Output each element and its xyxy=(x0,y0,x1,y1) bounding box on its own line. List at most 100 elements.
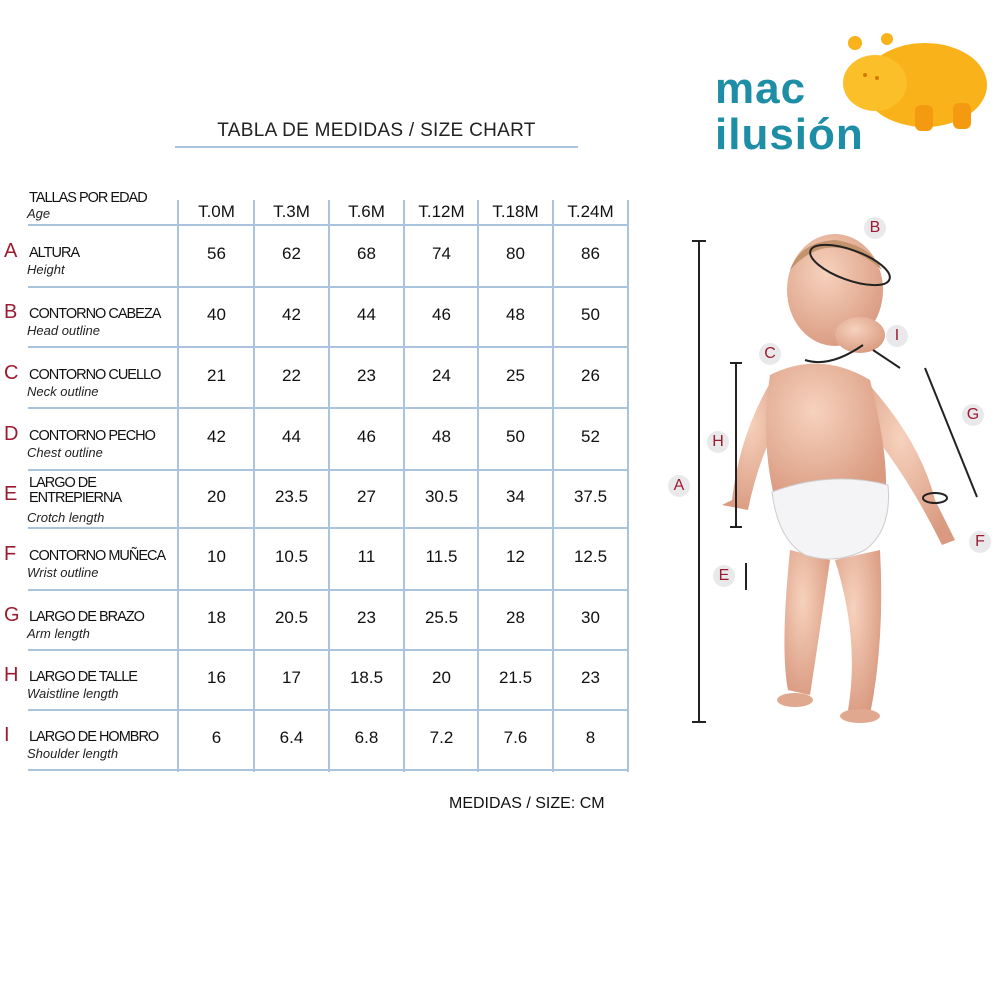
table-row: B CONTORNO CABEZA Head outline 40 42 44 46 48 50 xyxy=(0,287,640,348)
table-cell: 24 xyxy=(432,365,451,385)
table-cell: 37.5 xyxy=(573,487,608,506)
table-cell: 23 xyxy=(581,668,600,687)
size-header: T.18M xyxy=(492,202,539,221)
size-header: T.3M xyxy=(273,202,310,221)
row-label: CONTORNO MUÑECA xyxy=(29,548,166,564)
column-divider xyxy=(177,200,179,772)
row-label: LARGO DE ENTREPIERNA xyxy=(29,475,122,506)
table-cell: 28 xyxy=(506,608,525,627)
row-label-en: Shoulder length xyxy=(27,746,119,761)
measurement-marker: E xyxy=(713,565,735,587)
table-cell: 18.5 xyxy=(349,668,384,687)
row-divider xyxy=(28,224,628,226)
header-label-en: Age xyxy=(27,206,51,221)
measurement-marker: A xyxy=(668,475,690,497)
table-cell: 34 xyxy=(506,487,525,506)
column-divider xyxy=(552,200,554,772)
table-row: I LARGO DE HOMBRO Shoulder length 6 6.4 6.8 7.… xyxy=(0,710,640,771)
measurement-marker: G xyxy=(962,404,984,426)
table-cell: 46 xyxy=(432,305,451,324)
column-divider xyxy=(477,200,479,772)
row-label: LARGO DE HOMBRO xyxy=(29,729,159,745)
row-label-en: Wrist outline xyxy=(27,565,99,580)
table-cell: 20 xyxy=(432,668,451,687)
table-cell: 62 xyxy=(282,244,301,263)
row-letter: F xyxy=(4,543,17,565)
hippo-mascot-icon xyxy=(843,33,987,131)
row-label: LARGO DE TALLE xyxy=(29,669,138,685)
table-cell: 42 xyxy=(207,427,226,446)
page-title: TABLA DE MEDIDAS / SIZE CHART xyxy=(217,120,536,141)
table-cell: 6.8 xyxy=(354,728,379,747)
baby-measurement-diagram: A B C E F G H I xyxy=(660,200,1000,760)
table-cell: 7.2 xyxy=(429,728,454,747)
row-label: ALTURA xyxy=(29,245,80,261)
table-row: D CONTORNO PECHO Chest outline 42 44 46 48 50 52 xyxy=(0,408,640,471)
row-label: CONTORNO CABEZA xyxy=(29,306,161,322)
row-letter: G xyxy=(4,604,20,626)
table-cell: 20 xyxy=(207,487,226,506)
table-cell: 80 xyxy=(506,244,525,263)
table-row: G LARGO DE BRAZO Arm length 18 20.5 23 25.5 28 3… xyxy=(0,590,640,651)
table-row: A ALTURA Height 56 62 68 74 80 86 xyxy=(0,225,640,288)
table-row: C CONTORNO CUELLO Neck outline 21 22 23 24 25 26 xyxy=(0,347,640,409)
table-cell: 50 xyxy=(581,305,600,324)
row-letter: B xyxy=(4,301,18,323)
column-divider xyxy=(627,200,629,772)
brand-name-line1: mac xyxy=(715,64,807,113)
row-letter: C xyxy=(4,361,19,384)
table-cell: 23 xyxy=(357,365,376,385)
table-cell: 23 xyxy=(357,608,376,627)
row-label: LARGO DE BRAZO xyxy=(29,609,145,625)
row-divider xyxy=(28,649,628,651)
table-cell: 30 xyxy=(581,608,600,627)
table-cell: 12 xyxy=(506,547,525,566)
row-divider xyxy=(28,346,628,348)
table-cell: 44 xyxy=(357,305,376,324)
measurement-marker: F xyxy=(969,531,991,553)
table-cell: 6 xyxy=(211,728,222,747)
baby-figure-illustration xyxy=(692,234,978,723)
table-cell: 25 xyxy=(506,365,525,385)
row-letter: A xyxy=(4,240,18,262)
table-cell: 74 xyxy=(432,244,451,263)
column-divider xyxy=(403,200,405,772)
row-letter: H xyxy=(4,664,19,686)
row-label-en: Neck outline xyxy=(27,383,99,399)
row-divider xyxy=(28,469,628,471)
table-cell: 52 xyxy=(581,427,600,446)
measurement-marker: B xyxy=(864,217,886,239)
table-cell: 6.4 xyxy=(279,728,304,747)
table-cell: 12.5 xyxy=(573,547,608,566)
table-cell: 8 xyxy=(585,728,596,747)
row-letter: I xyxy=(4,724,10,746)
table-row: H LARGO DE TALLE Waistline length 16 17 18.5 2… xyxy=(0,650,640,711)
table-cell: 25.5 xyxy=(424,608,459,627)
header-label: TALLAS POR EDAD xyxy=(29,190,148,206)
table-cell: 11 xyxy=(357,547,376,566)
brand-name-line2: ilusión xyxy=(715,110,864,159)
table-row: E LARGO DE ENTREPIERNA Crotch length 20 23.5… xyxy=(0,470,640,529)
table-cell: 21 xyxy=(207,365,226,385)
row-divider xyxy=(28,527,628,529)
table-cell: 21.5 xyxy=(498,668,533,687)
row-label: CONTORNO PECHO xyxy=(29,428,156,444)
row-label-en: Arm length xyxy=(27,626,90,641)
table-cell: 20.5 xyxy=(274,608,309,627)
row-letter: D xyxy=(4,423,19,445)
size-header: T.0M xyxy=(198,202,235,221)
table-cell: 18 xyxy=(207,608,226,627)
row-divider xyxy=(28,407,628,409)
table-cell: 23.5 xyxy=(274,487,309,506)
table-cell: 11.5 xyxy=(425,547,458,566)
units-note: MEDIDAS / SIZE: CM xyxy=(449,795,605,812)
table-cell: 22 xyxy=(282,365,301,385)
row-label-en: Height xyxy=(27,262,65,277)
size-header: T.12M xyxy=(418,202,465,221)
table-cell: 50 xyxy=(506,427,525,446)
row-divider xyxy=(28,589,628,591)
measurement-marker: C xyxy=(759,343,781,365)
table-cell: 48 xyxy=(506,305,525,324)
table-cell: 86 xyxy=(581,244,600,263)
row-divider xyxy=(28,769,628,771)
